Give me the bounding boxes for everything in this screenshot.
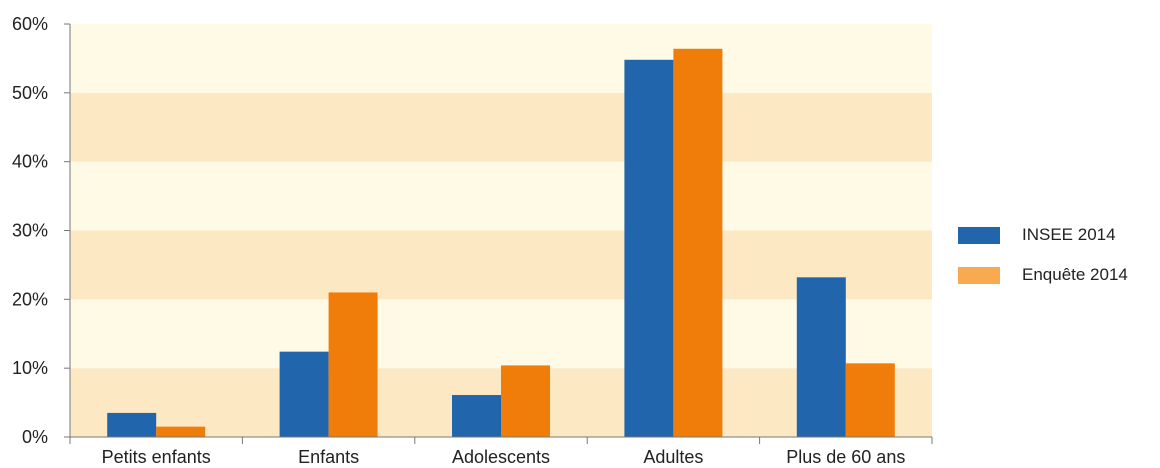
y-tick-label: 50% (12, 83, 48, 103)
y-tick-label: 10% (12, 358, 48, 378)
bar-insee (796, 277, 846, 437)
x-axis-labels: Petits enfants Enfants Adolescents Adultes P… (102, 447, 906, 467)
legend-label-enquete: Enquête 2014 (1022, 265, 1128, 284)
legend-item-insee: INSEE 2014 (958, 222, 1128, 248)
bar-enquete (501, 365, 550, 437)
x-category-label: Plus de 60 ans (786, 447, 905, 467)
legend-item-enquete: Enquête 2014 (958, 262, 1128, 288)
y-tick-label: 60% (12, 14, 48, 34)
x-category-label: Petits enfants (102, 447, 211, 467)
legend-swatch-enquete (958, 266, 1000, 284)
bar-enquete (673, 48, 723, 437)
y-tick-label: 30% (12, 221, 48, 241)
bar-enquete (328, 292, 378, 437)
bar-insee (624, 59, 674, 437)
grid-band (70, 230, 932, 300)
grid-band (70, 299, 932, 369)
legend: INSEE 2014 Enquête 2014 (958, 222, 1128, 302)
x-category-label: Adultes (643, 447, 703, 467)
y-tick-label: 0% (22, 427, 48, 447)
bar-enquete (156, 426, 206, 437)
axes (69, 24, 933, 444)
bar-insee (107, 412, 157, 437)
grid-band (70, 161, 932, 231)
bar-insee (452, 395, 501, 437)
bar-enquete (845, 363, 895, 437)
bars (107, 48, 895, 437)
grid-band (70, 24, 932, 93)
legend-label-insee: INSEE 2014 (1022, 225, 1116, 244)
y-tick-label: 20% (12, 289, 48, 309)
legend-swatch-insee (958, 226, 1000, 244)
bar-insee (279, 351, 329, 437)
x-category-label: Enfants (298, 447, 359, 467)
y-tick-label: 40% (12, 152, 48, 172)
grid-band (70, 92, 932, 162)
y-axis-ticks: 0% 10% 20% 30% 40% 50% 60% (12, 14, 70, 447)
x-category-label: Adolescents (452, 447, 550, 467)
background-bands (70, 24, 932, 437)
